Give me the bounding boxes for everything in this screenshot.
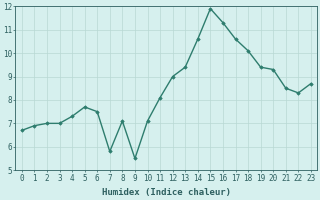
X-axis label: Humidex (Indice chaleur): Humidex (Indice chaleur) xyxy=(102,188,231,197)
